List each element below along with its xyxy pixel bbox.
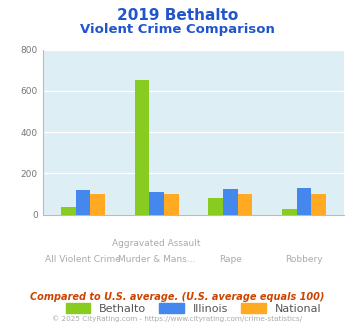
Legend: Bethalto, Illinois, National: Bethalto, Illinois, National <box>66 303 321 314</box>
Text: Violent Crime Comparison: Violent Crime Comparison <box>80 23 275 36</box>
Text: Compared to U.S. average. (U.S. average equals 100): Compared to U.S. average. (U.S. average … <box>30 292 325 302</box>
Text: Aggravated Assault: Aggravated Assault <box>113 240 201 248</box>
Bar <box>76 190 91 214</box>
Bar <box>149 192 164 214</box>
Bar <box>61 207 76 215</box>
Text: Robbery: Robbery <box>285 255 323 264</box>
Text: 2019 Bethalto: 2019 Bethalto <box>117 8 238 23</box>
Bar <box>164 194 179 214</box>
Text: Rape: Rape <box>219 255 242 264</box>
Bar <box>223 189 237 214</box>
Bar <box>208 198 223 214</box>
Bar <box>282 209 296 215</box>
Text: © 2025 CityRating.com - https://www.cityrating.com/crime-statistics/: © 2025 CityRating.com - https://www.city… <box>53 315 302 322</box>
Bar <box>237 194 252 214</box>
Bar <box>135 81 149 214</box>
Text: All Violent Crime: All Violent Crime <box>45 255 121 264</box>
Bar <box>296 188 311 215</box>
Bar <box>91 194 105 214</box>
Text: Murder & Mans...: Murder & Mans... <box>118 255 195 264</box>
Bar <box>311 194 326 214</box>
